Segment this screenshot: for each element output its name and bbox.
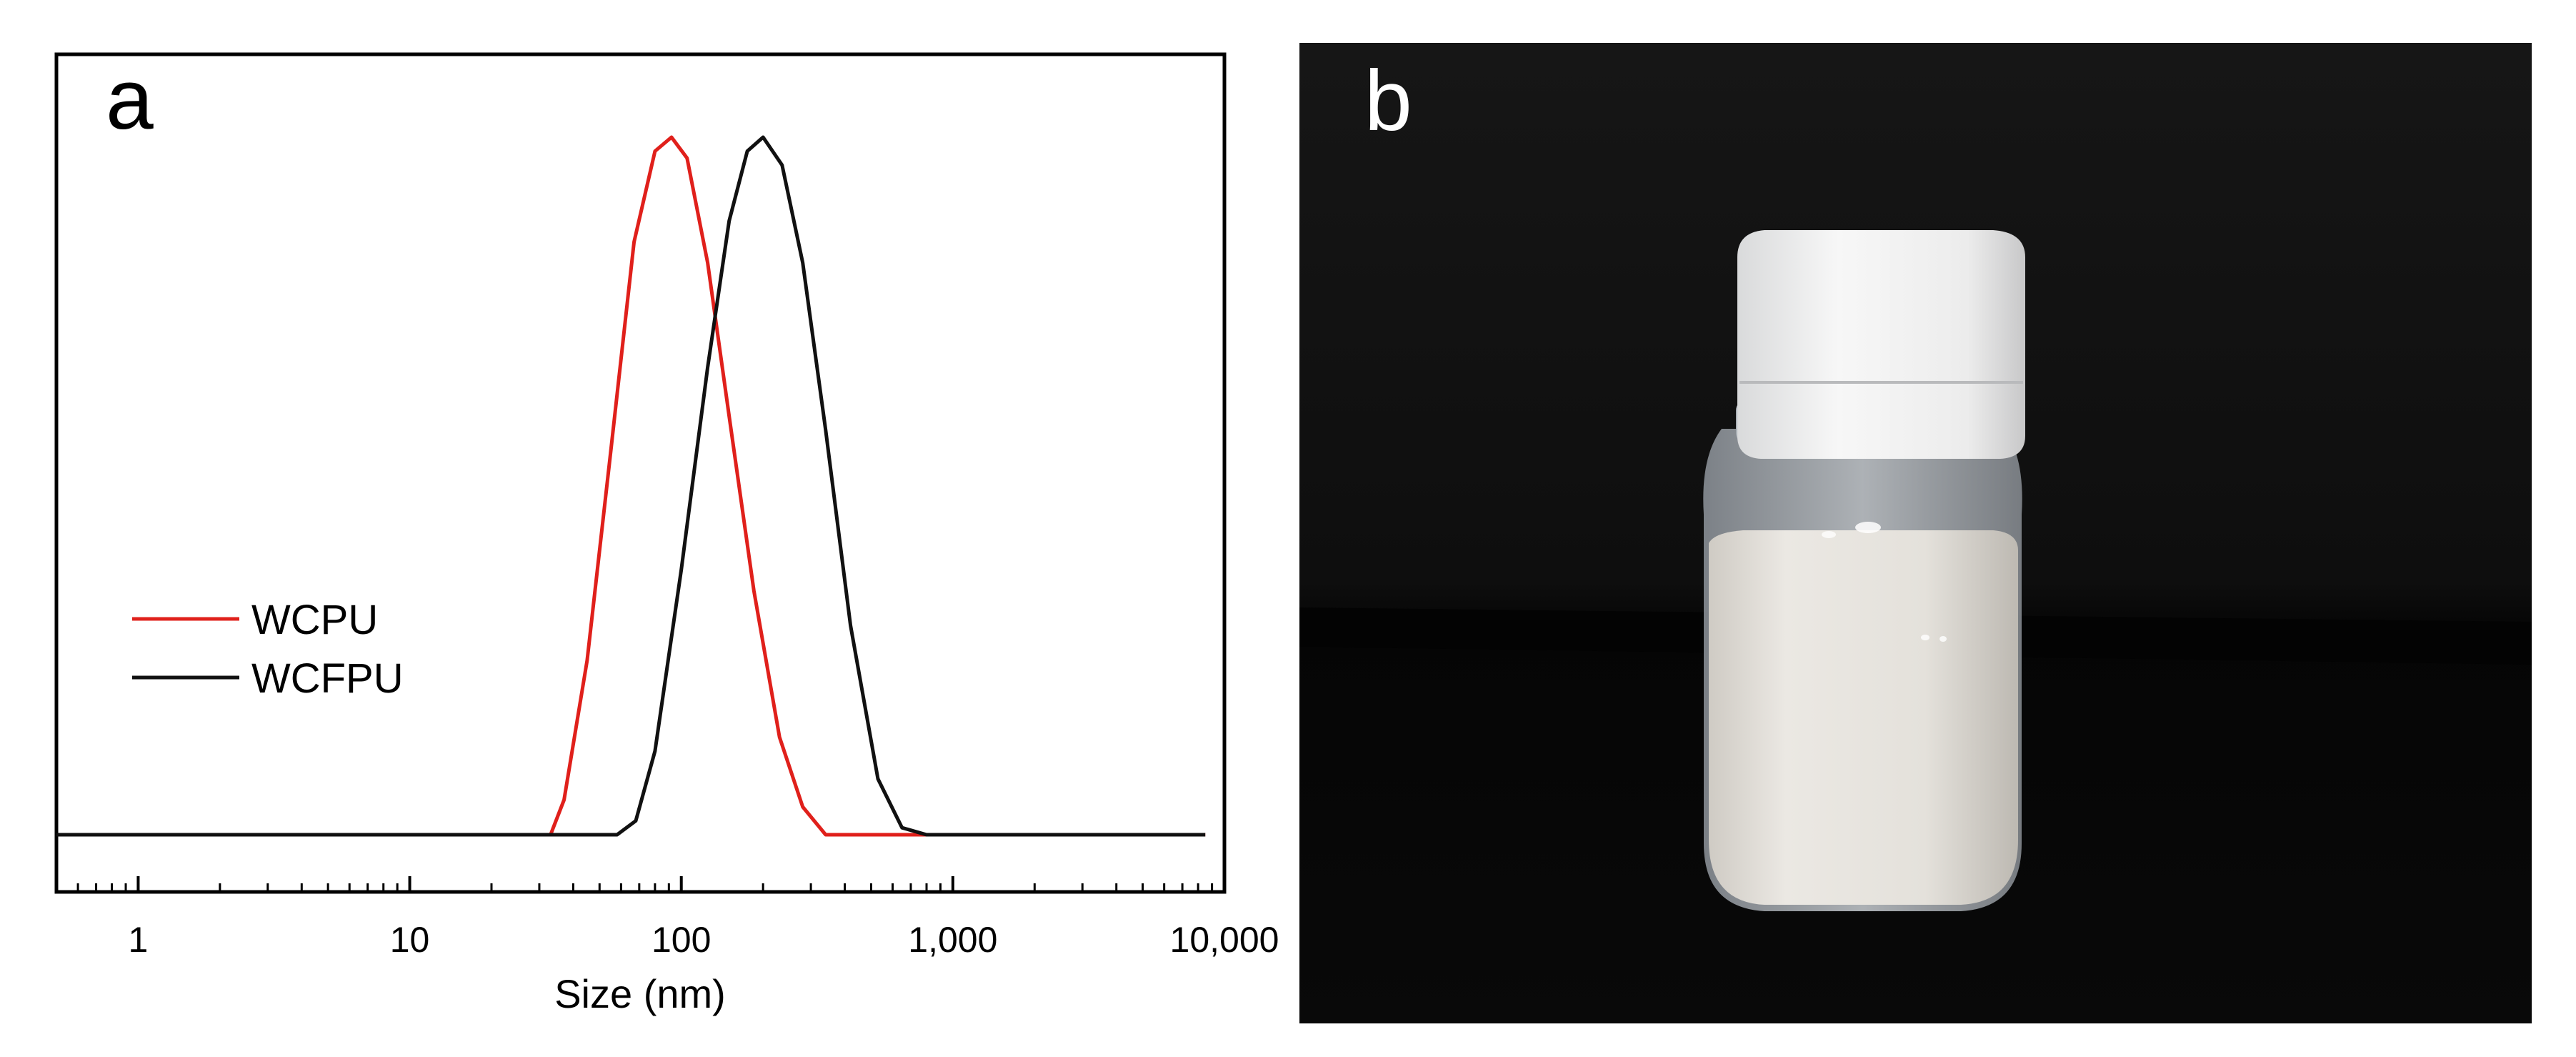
legend-label-wcpu: WCPU [251, 597, 378, 643]
x-axis-ticks [55, 876, 1226, 892]
bottle-cap [1737, 230, 2025, 459]
bottle-photo-icon [1703, 230, 2025, 911]
bubble [1921, 635, 1929, 640]
plot-frame [54, 52, 1227, 894]
x-axis-tick-labels: 1 10 100 1,000 10,000 [129, 920, 1279, 960]
series-layer [56, 135, 1206, 837]
x-tick-label: 100 [652, 920, 711, 960]
panel-label-b: b [1364, 53, 1412, 149]
photo-panel: b [1299, 43, 2532, 1023]
x-tick-label: 1,000 [908, 920, 997, 960]
bubble [1855, 522, 1881, 533]
x-axis-title: Size (nm) [554, 971, 726, 1016]
series-line-wcfpu [56, 135, 1206, 837]
x-tick-label: 1 [129, 920, 149, 960]
bubble [1940, 636, 1947, 642]
chart-panel: 1 10 100 1,000 10,000 a Size (nm) WCPU WCFPU [54, 51, 1279, 1016]
panel-label-a: a [106, 51, 154, 147]
x-tick-label: 10 [390, 920, 430, 960]
legend: WCPU WCFPU [132, 597, 404, 702]
bubble [1822, 531, 1836, 538]
series-line-wcpu [56, 135, 1206, 837]
bottle-liquid [1709, 530, 2018, 905]
legend-label-wcfpu: WCFPU [251, 655, 404, 702]
x-tick-label: 10,000 [1170, 920, 1279, 960]
